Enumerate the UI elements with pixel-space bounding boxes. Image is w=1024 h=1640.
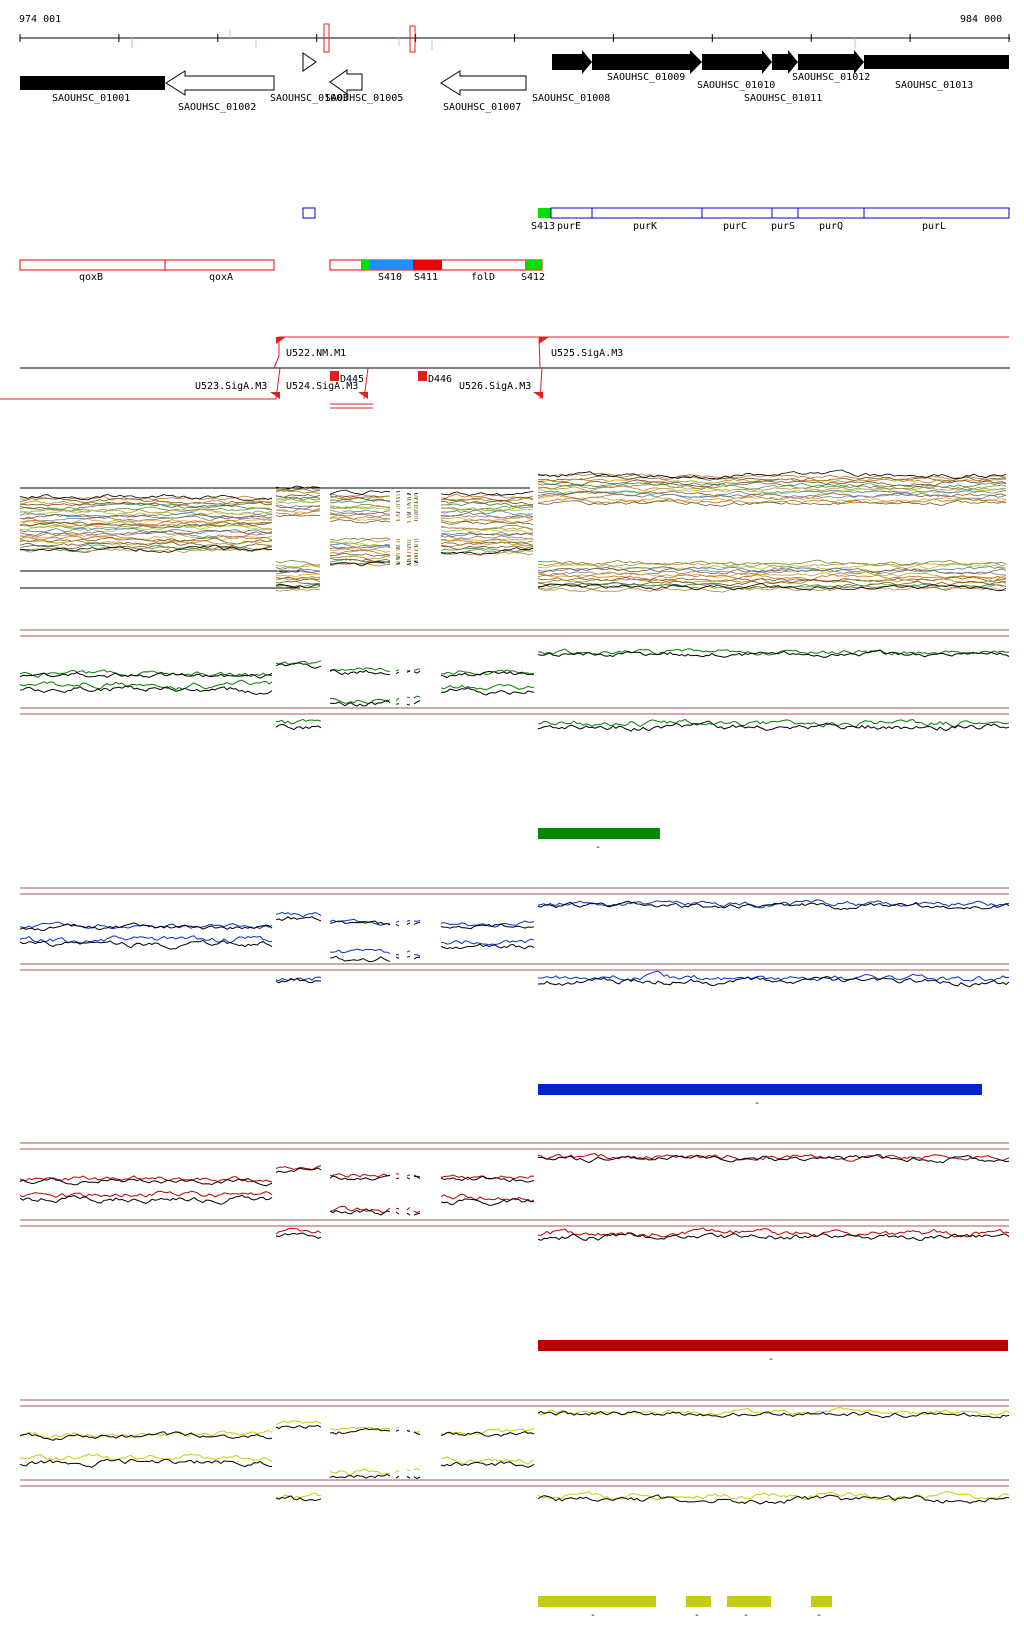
- gene-arrow[interactable]: [864, 55, 1009, 69]
- summary-bar-red[interactable]: [538, 1340, 1008, 1351]
- operon-label: purS: [771, 221, 795, 232]
- bar-label: -: [694, 1610, 700, 1621]
- summary-bar-yellow[interactable]: [538, 1596, 656, 1607]
- expression-multiline-track: [19, 469, 1007, 593]
- expression-track-green: [19, 629, 1010, 732]
- gene-label: SAOUHSC_01011: [744, 93, 822, 104]
- summary-bar-blue[interactable]: [538, 1084, 982, 1095]
- summary-bar-green[interactable]: [538, 828, 660, 839]
- ruler-marker: [409, 25, 416, 53]
- bar-label: -: [595, 842, 601, 853]
- bar-label: -: [768, 1354, 774, 1365]
- promoter-label: U523.SigA.M3: [195, 381, 267, 392]
- gene-label: SAOUHSC_01009: [607, 72, 685, 83]
- operon-label: folD: [471, 272, 495, 283]
- operon-label: purQ: [819, 221, 843, 232]
- expression-track-blue: [19, 887, 1010, 988]
- terminator-label: D445: [340, 374, 364, 385]
- gene-arrow[interactable]: [552, 50, 592, 74]
- operon-blue-track: S413 purE purK purC purS purQ purL: [302, 207, 1010, 232]
- end-coordinate: 984 000: [960, 14, 1002, 25]
- bar-label: -: [816, 1610, 822, 1621]
- summary-bar-yellow[interactable]: [686, 1596, 711, 1607]
- operon-segment-blue[interactable]: [370, 260, 413, 270]
- operon-label: qoxB: [79, 272, 103, 283]
- operon-segment-red[interactable]: [413, 260, 442, 270]
- gene-arrow[interactable]: [440, 70, 527, 96]
- operon-label: S412: [521, 272, 545, 283]
- operon-box[interactable]: [550, 207, 1010, 219]
- gene-label: SAOUHSC_01003: [270, 93, 348, 104]
- operon-box[interactable]: [302, 207, 316, 219]
- bar-label: -: [754, 1098, 760, 1109]
- promoter-label: U525.SigA.M3: [551, 348, 623, 359]
- summary-bar-yellow[interactable]: [727, 1596, 771, 1607]
- ruler-ticks: [19, 34, 1010, 42]
- operon-label: qoxA: [209, 272, 233, 283]
- promoter-flag-icon[interactable]: [358, 392, 368, 399]
- operon-label: purE: [557, 221, 581, 232]
- gene-label: SAOUHSC_01013: [895, 80, 973, 91]
- promoter-flag-icon[interactable]: [539, 337, 549, 344]
- terminator-icon[interactable]: [330, 371, 339, 381]
- gene-label: SAOUHSC_01001: [52, 93, 130, 104]
- operon-label: S410: [378, 272, 402, 283]
- expression-track-red: [19, 1142, 1010, 1241]
- promoter-flag-icon[interactable]: [270, 392, 280, 399]
- coordinate-ruler: 974 001 984 000: [19, 14, 1010, 53]
- start-coordinate: 974 001: [19, 14, 61, 25]
- bar-label: -: [590, 1610, 596, 1621]
- operon-segment-green[interactable]: [538, 208, 551, 218]
- bar-label: -: [743, 1610, 749, 1621]
- terminator-icon[interactable]: [418, 371, 427, 381]
- gene-arrow[interactable]: [772, 50, 798, 74]
- promoter-label: U524.SigA.M3: [286, 381, 358, 392]
- operon-segment-green[interactable]: [361, 260, 370, 270]
- promoter-flag-icon[interactable]: [276, 337, 286, 344]
- gene-label: SAOUHSC_01007: [443, 102, 521, 113]
- gene-track: SAOUHSC_01001 SAOUHSC_01002 SAOUHSC_0100…: [20, 50, 1009, 113]
- gene-arrow[interactable]: [302, 52, 317, 72]
- terminator-label: D446: [428, 374, 452, 385]
- gene-label: SAOUHSC_01012: [792, 72, 870, 83]
- operon-segment-green[interactable]: [525, 260, 542, 270]
- gene-arrow[interactable]: [592, 50, 702, 74]
- promoter-label: U526.SigA.M3: [459, 381, 531, 392]
- gene-arrow[interactable]: [165, 70, 275, 96]
- operon-label: purK: [633, 221, 657, 232]
- promoter-label: U522.NM.M1: [286, 348, 346, 359]
- operon-label: S411: [414, 272, 438, 283]
- gene-label: SAOUHSC_01002: [178, 102, 256, 113]
- operon-label: purC: [723, 221, 747, 232]
- gene-label: SAOUHSC_01010: [697, 80, 775, 91]
- operon-red-track: qoxB qoxA S410 S411 folD S412: [19, 259, 545, 283]
- gene-label: SAOUHSC_01008: [532, 93, 610, 104]
- gene-arrow[interactable]: [702, 50, 772, 74]
- summary-bars: - - - - - - -: [538, 828, 1008, 1621]
- gene-label: SAOUHSC_01005: [325, 93, 403, 104]
- gene-arrow[interactable]: [798, 50, 864, 74]
- promoter-flag-icon[interactable]: [533, 392, 543, 399]
- ruler-marker: [323, 23, 330, 53]
- gene-arrow[interactable]: [20, 76, 165, 90]
- operon-label: purL: [922, 221, 946, 232]
- operon-label: S413: [531, 221, 555, 232]
- expression-track-yellow: [19, 1399, 1010, 1505]
- operon-box[interactable]: [19, 259, 275, 271]
- summary-bar-yellow[interactable]: [811, 1596, 832, 1607]
- regulatory-track: U522.NM.M1 U523.SigA.M3 U524.SigA.M3 U52…: [0, 336, 1010, 409]
- gene-arrow[interactable]: [329, 69, 363, 95]
